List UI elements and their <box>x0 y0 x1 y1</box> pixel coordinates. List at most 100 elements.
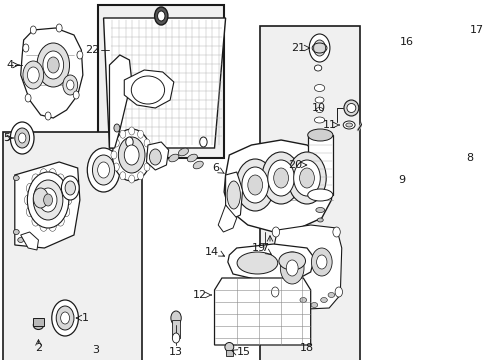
Circle shape <box>144 163 150 171</box>
Ellipse shape <box>315 207 324 212</box>
Circle shape <box>154 7 167 25</box>
Text: 2: 2 <box>35 343 42 353</box>
Circle shape <box>27 67 39 83</box>
Circle shape <box>124 145 139 165</box>
Circle shape <box>49 221 56 231</box>
Circle shape <box>128 175 134 183</box>
Circle shape <box>98 162 109 178</box>
Polygon shape <box>20 28 82 118</box>
Text: 5: 5 <box>3 133 10 143</box>
Ellipse shape <box>224 342 233 351</box>
Circle shape <box>199 137 207 147</box>
Circle shape <box>313 40 325 56</box>
Text: 8: 8 <box>465 153 472 163</box>
Text: 21: 21 <box>290 43 304 53</box>
Circle shape <box>37 43 69 87</box>
Circle shape <box>30 26 36 34</box>
Ellipse shape <box>320 297 326 302</box>
Circle shape <box>43 51 63 79</box>
Circle shape <box>43 194 52 206</box>
Polygon shape <box>224 140 332 232</box>
Ellipse shape <box>226 181 240 209</box>
Ellipse shape <box>310 302 317 307</box>
Circle shape <box>114 124 120 132</box>
Polygon shape <box>227 244 314 280</box>
Circle shape <box>422 21 427 29</box>
Circle shape <box>61 312 69 324</box>
Circle shape <box>299 168 314 188</box>
Circle shape <box>24 195 32 205</box>
Circle shape <box>56 24 62 32</box>
Ellipse shape <box>237 252 277 274</box>
Ellipse shape <box>317 218 323 222</box>
Polygon shape <box>20 232 39 250</box>
Ellipse shape <box>411 175 425 185</box>
Circle shape <box>236 159 274 211</box>
Circle shape <box>267 160 294 196</box>
Circle shape <box>63 75 78 95</box>
Circle shape <box>111 151 117 159</box>
Ellipse shape <box>314 65 321 71</box>
Polygon shape <box>124 70 173 108</box>
Circle shape <box>262 152 300 204</box>
Ellipse shape <box>346 104 355 113</box>
Ellipse shape <box>343 121 354 129</box>
Bar <box>225 350 233 356</box>
Circle shape <box>170 311 181 325</box>
Circle shape <box>26 183 34 193</box>
Ellipse shape <box>278 252 305 270</box>
Circle shape <box>287 152 325 204</box>
Circle shape <box>144 139 150 147</box>
Text: 11: 11 <box>322 120 336 130</box>
Circle shape <box>271 287 278 297</box>
Circle shape <box>172 333 180 343</box>
Circle shape <box>66 80 74 90</box>
Circle shape <box>272 227 279 237</box>
Ellipse shape <box>168 154 179 162</box>
Circle shape <box>92 155 114 185</box>
Circle shape <box>316 255 326 269</box>
Ellipse shape <box>314 85 324 91</box>
Polygon shape <box>214 278 310 345</box>
Circle shape <box>47 57 59 73</box>
Circle shape <box>113 139 119 147</box>
Ellipse shape <box>307 129 332 141</box>
Text: 6: 6 <box>211 163 219 173</box>
Ellipse shape <box>18 238 23 243</box>
Ellipse shape <box>187 154 197 162</box>
Circle shape <box>25 94 31 102</box>
Circle shape <box>23 44 29 52</box>
Circle shape <box>120 130 125 138</box>
Circle shape <box>280 252 304 284</box>
Circle shape <box>311 248 331 276</box>
Circle shape <box>57 174 64 184</box>
Circle shape <box>293 160 320 196</box>
Circle shape <box>15 128 30 148</box>
Circle shape <box>19 133 26 143</box>
Circle shape <box>285 260 298 276</box>
Circle shape <box>146 151 152 159</box>
Circle shape <box>137 172 143 180</box>
Circle shape <box>23 61 43 89</box>
Circle shape <box>57 216 64 226</box>
Circle shape <box>56 306 74 330</box>
Polygon shape <box>103 18 225 148</box>
Ellipse shape <box>327 292 334 297</box>
Circle shape <box>65 181 75 195</box>
Circle shape <box>64 195 72 205</box>
Circle shape <box>40 221 47 231</box>
Ellipse shape <box>423 20 429 26</box>
Circle shape <box>87 148 120 192</box>
Ellipse shape <box>131 76 164 104</box>
Text: 7: 7 <box>261 243 268 253</box>
Circle shape <box>45 112 51 120</box>
Circle shape <box>125 137 133 147</box>
Circle shape <box>61 176 79 200</box>
Circle shape <box>73 91 79 99</box>
Circle shape <box>128 127 134 135</box>
Ellipse shape <box>13 176 19 180</box>
Text: 19: 19 <box>252 243 266 253</box>
Bar <box>171 320 180 338</box>
Circle shape <box>49 169 56 179</box>
Polygon shape <box>109 55 131 148</box>
